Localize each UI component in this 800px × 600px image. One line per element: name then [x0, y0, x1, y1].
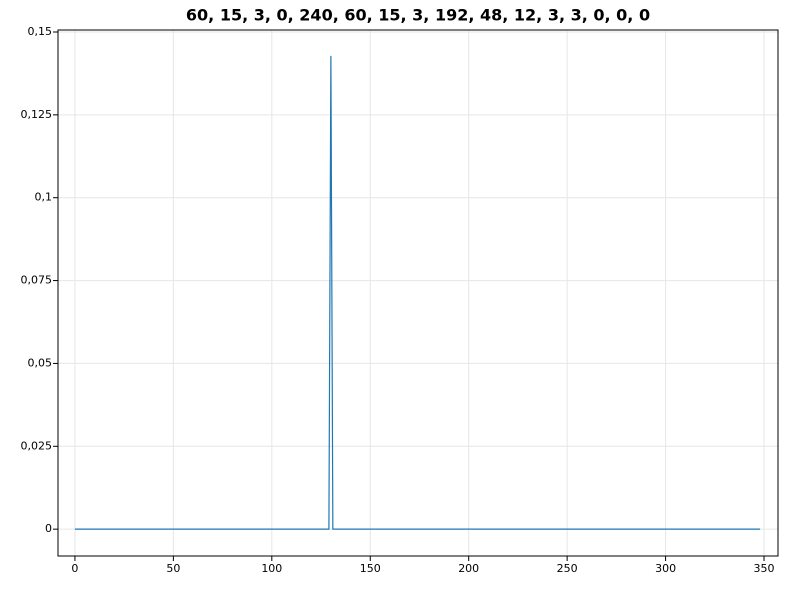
y-tick-label: 0,075 [21, 274, 53, 287]
x-tick-label: 200 [458, 562, 479, 575]
x-tick-label: 0 [71, 562, 78, 575]
y-tick-label: 0 [45, 522, 52, 535]
chart-title: 60, 15, 3, 0, 240, 60, 15, 3, 192, 48, 1… [186, 6, 650, 25]
y-tick-label: 0,1 [35, 191, 53, 204]
x-tick-label: 150 [360, 562, 381, 575]
y-tick-label: 0,05 [28, 356, 53, 369]
y-tick-label: 0,025 [21, 439, 53, 452]
x-tick-label: 350 [754, 562, 775, 575]
x-tick-label: 250 [557, 562, 578, 575]
x-tick-label: 100 [261, 562, 282, 575]
x-tick-label: 300 [655, 562, 676, 575]
y-tick-label: 0,125 [21, 108, 53, 121]
plot-frame [57, 29, 779, 557]
y-tick-label: 0,15 [28, 25, 53, 38]
data-line [74, 55, 761, 530]
x-tick-label: 50 [166, 562, 180, 575]
